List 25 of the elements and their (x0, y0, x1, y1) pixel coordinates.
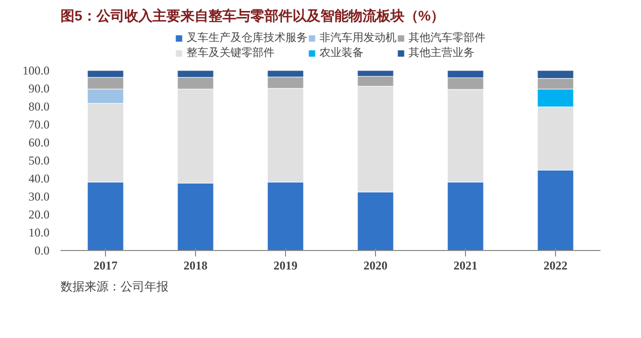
y-tick-label: 60.0 (28, 136, 50, 150)
y-tick-label: 20.0 (28, 208, 50, 222)
x-tick-label: 2017 (94, 258, 118, 272)
y-tick-label: 90.0 (28, 82, 50, 96)
y-tick-label: 40.0 (28, 172, 50, 186)
legend-label: 非汽车用发动机 (320, 31, 396, 45)
y-tick-label: 80.0 (28, 100, 50, 114)
legend-label: 叉车生产及仓库技术服务 (186, 30, 308, 45)
y-tick-label: 30.0 (28, 190, 50, 204)
y-tick-label: 10.0 (28, 226, 50, 240)
legend-label: 农业装备 (320, 46, 364, 60)
legend-label: 其他主营业务 (408, 46, 474, 60)
source-note: 数据来源：公司年报 (60, 280, 168, 294)
x-tick-label: 2020 (364, 258, 388, 272)
x-tick-label: 2019 (274, 258, 298, 272)
x-tick-label: 2021 (454, 258, 478, 272)
y-tick-label: 70.0 (28, 118, 50, 132)
legend-label: 其他汽车零部件 (408, 30, 486, 45)
y-tick-label: 100.0 (22, 64, 50, 78)
x-tick-label: 2018 (184, 258, 208, 272)
x-tick-label: 2022 (544, 258, 568, 272)
chart-title: 图5：公司收入主要来自整车与零部件以及智能物流板块（%） (60, 8, 445, 24)
y-tick-label: 0.0 (34, 244, 50, 258)
legend-label: 整车及关键零部件 (186, 46, 274, 60)
y-tick-label: 50.0 (28, 154, 50, 168)
